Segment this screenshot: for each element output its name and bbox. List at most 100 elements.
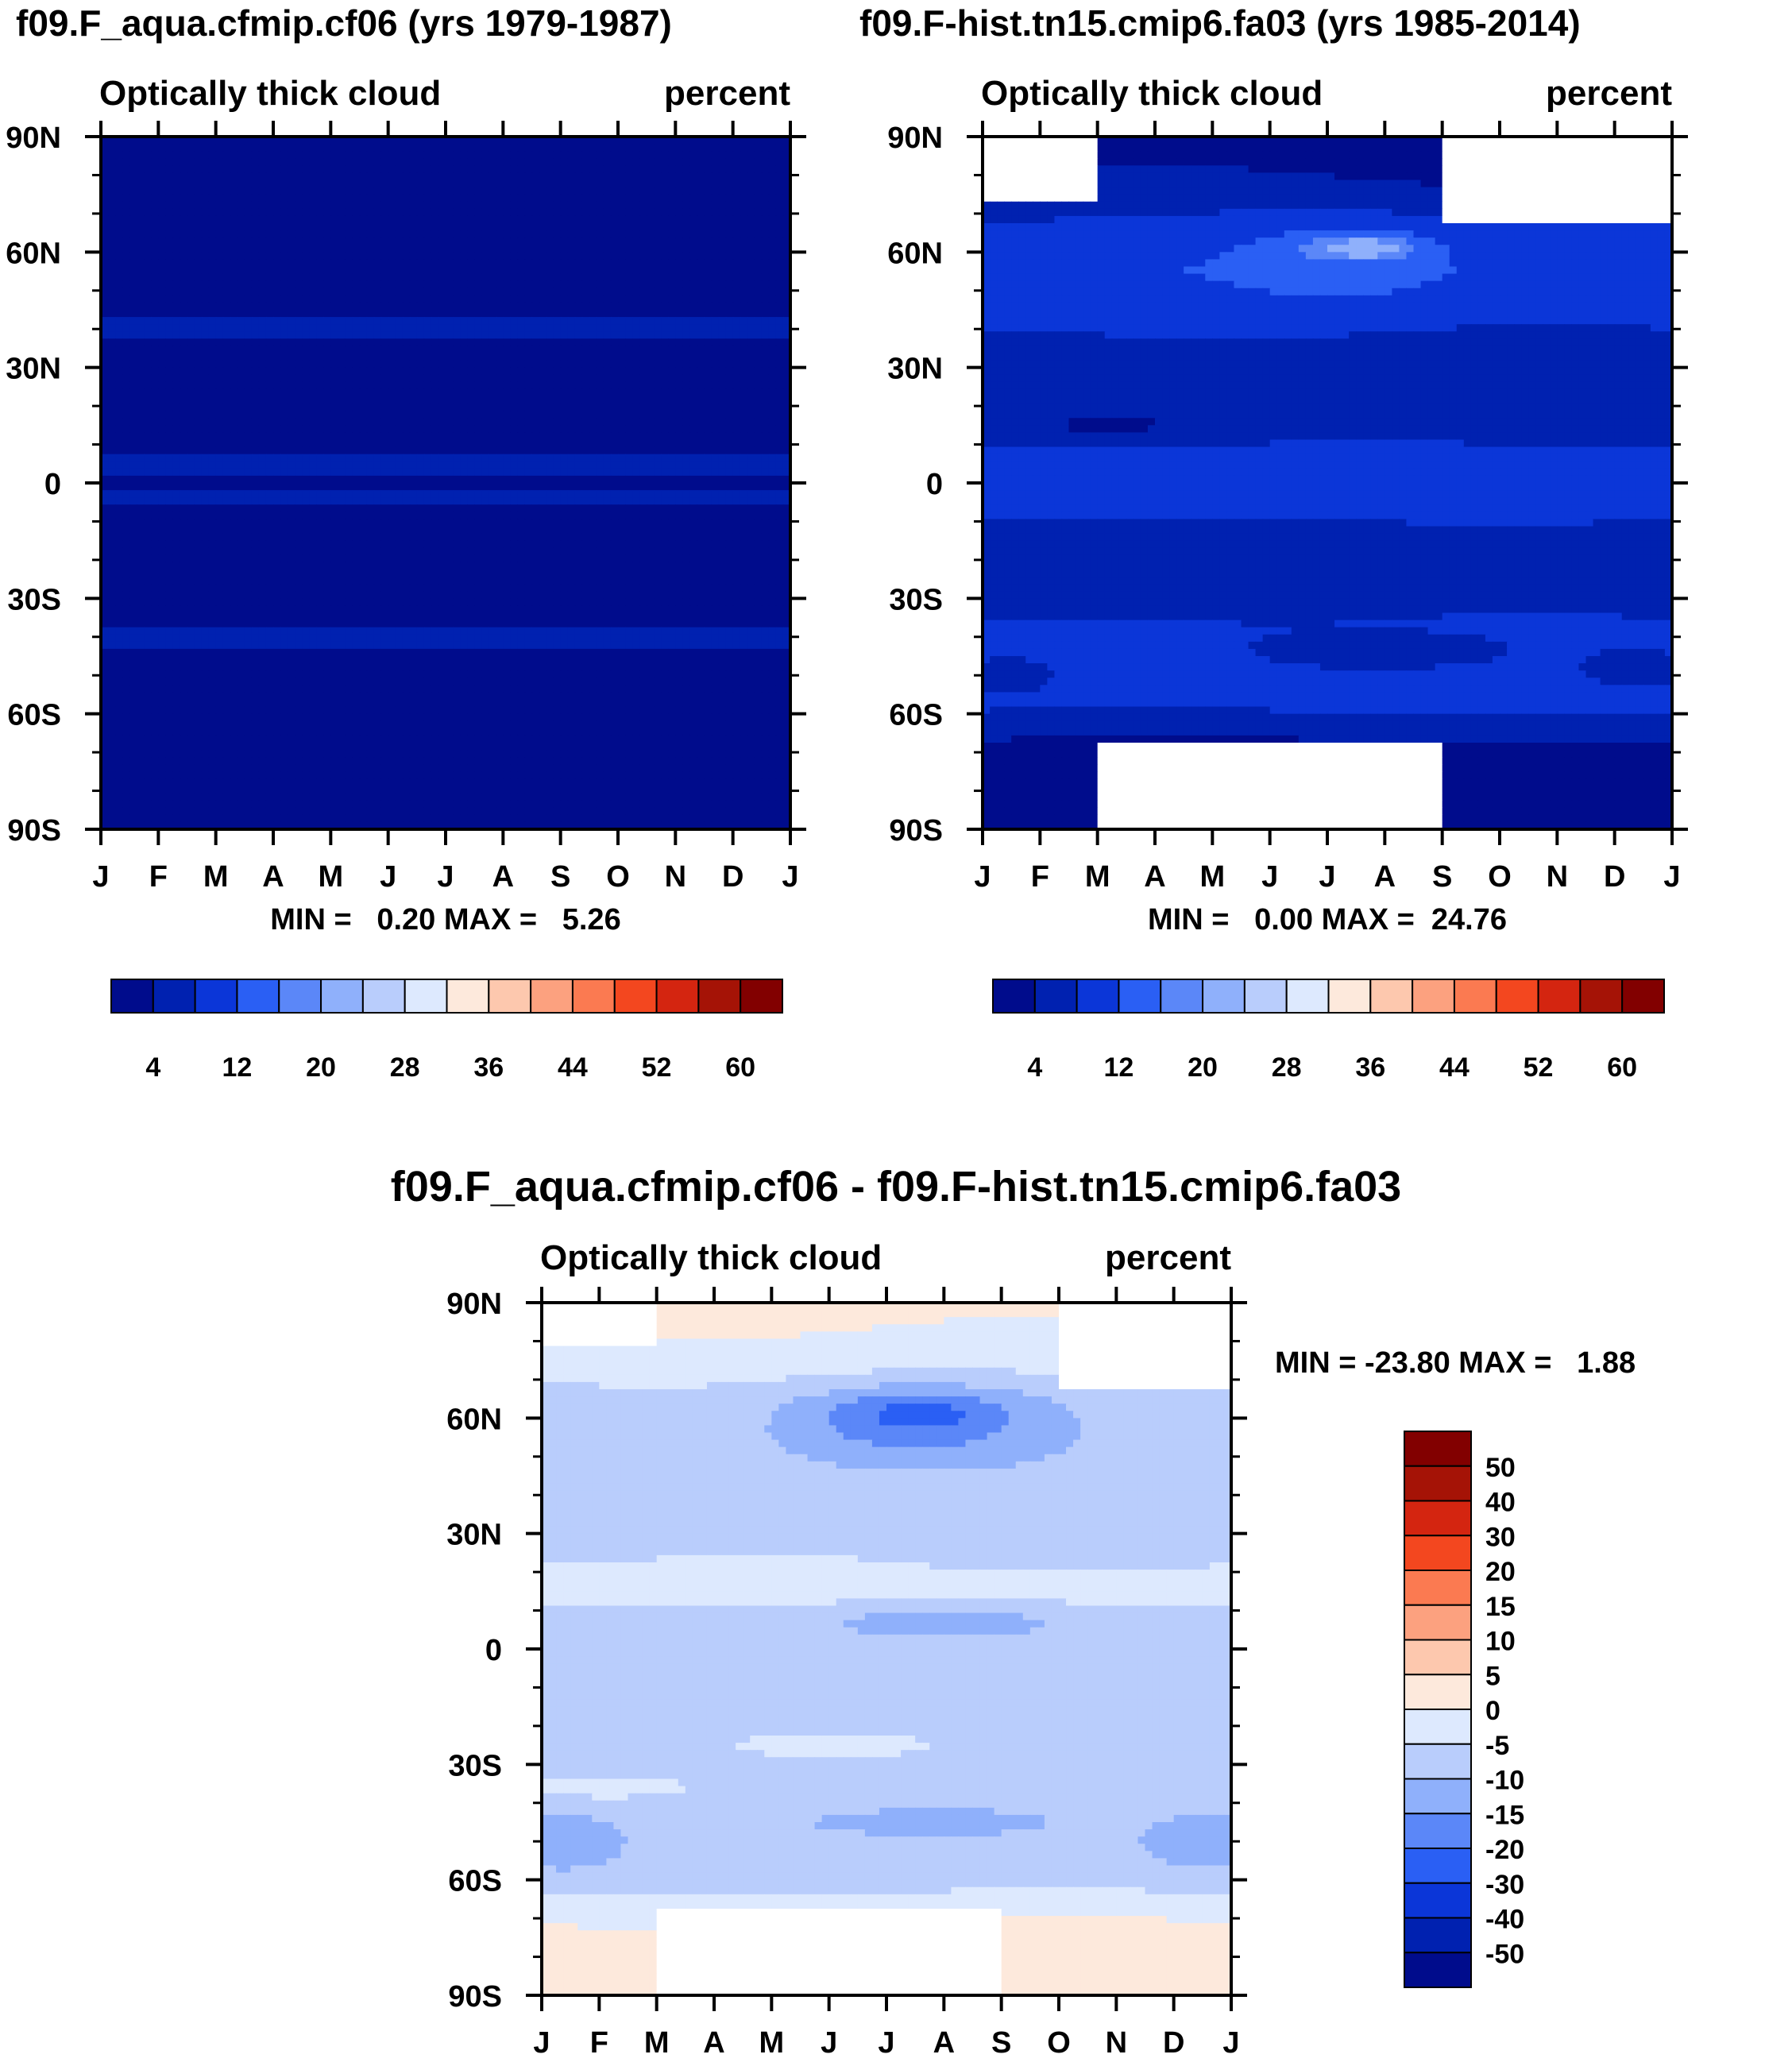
contour-cell — [265, 461, 274, 469]
contour-cell — [158, 475, 166, 484]
contour-cell — [574, 259, 583, 268]
contour-cell — [625, 302, 633, 311]
contour-cell — [101, 137, 109, 145]
contour-cell — [768, 432, 777, 441]
contour-cell — [603, 144, 612, 152]
contour-cell — [416, 165, 425, 174]
contour-cell — [596, 288, 604, 296]
contour-cell — [732, 432, 741, 441]
contour-cell — [244, 468, 253, 477]
contour-cell — [323, 208, 331, 217]
contour-cell — [589, 346, 597, 354]
contour-cell — [273, 411, 281, 419]
contour-cell — [747, 411, 755, 419]
contour-cell — [409, 201, 418, 210]
contour-cell — [718, 490, 727, 498]
contour-cell — [144, 381, 152, 390]
contour-cell — [172, 158, 181, 166]
contour-cell — [402, 367, 411, 376]
contour-cell — [581, 483, 590, 491]
contour-cell — [661, 446, 669, 455]
contour-cell — [208, 237, 217, 245]
contour-cell — [409, 259, 418, 268]
contour-cell — [603, 425, 612, 434]
contour-cell — [496, 490, 504, 498]
contour-cell — [208, 483, 217, 491]
contour-cell — [244, 504, 253, 512]
contour-cell — [782, 266, 791, 275]
contour-cell — [302, 259, 310, 268]
contour-cell — [460, 252, 468, 261]
contour-cell — [510, 223, 519, 231]
contour-cell — [151, 353, 159, 361]
contour-cell — [782, 252, 791, 261]
contour-cell — [704, 432, 713, 441]
contour-cell — [144, 194, 152, 203]
contour-cell — [265, 381, 274, 390]
contour-cell — [467, 374, 475, 383]
contour-cell — [158, 388, 166, 397]
contour-cell — [208, 151, 217, 159]
contour-cell — [180, 317, 188, 325]
contour-cell — [496, 388, 504, 397]
contour-cell — [187, 194, 195, 203]
contour-cell — [137, 194, 145, 203]
contour-cell — [402, 425, 411, 434]
contour-cell — [661, 331, 669, 339]
contour-cell — [761, 317, 770, 325]
contour-cell — [740, 310, 748, 318]
contour-cell — [460, 504, 468, 512]
contour-cell — [423, 432, 432, 441]
contour-cell — [446, 187, 454, 195]
contour-cell — [423, 338, 432, 347]
contour-cell — [409, 295, 418, 303]
contour-cell — [682, 331, 691, 339]
contour-cell — [309, 388, 317, 397]
contour-cell — [280, 151, 288, 159]
contour-cell — [280, 396, 288, 404]
contour-cell — [531, 151, 540, 159]
contour-cell — [567, 504, 576, 512]
contour-cell — [747, 310, 755, 318]
contour-cell — [668, 331, 676, 339]
contour-cell — [560, 324, 569, 332]
contour-cell — [237, 432, 245, 441]
contour-cell — [581, 425, 590, 434]
contour-cell — [330, 266, 338, 275]
contour-cell — [151, 172, 159, 181]
contour-cell — [402, 404, 411, 411]
contour-cell — [244, 180, 253, 188]
contour-cell — [129, 418, 137, 426]
contour-cell — [409, 432, 418, 441]
contour-cell — [165, 245, 174, 253]
contour-cell — [711, 504, 720, 512]
contour-cell — [553, 230, 562, 238]
contour-cell — [460, 230, 468, 238]
contour-cell — [129, 172, 137, 181]
contour-cell — [531, 245, 540, 253]
contour-cell — [718, 497, 727, 505]
contour-cell — [323, 367, 331, 376]
contour-cell — [639, 194, 647, 203]
contour-cell — [581, 310, 590, 318]
contour-cell — [625, 151, 633, 159]
contour-cell — [395, 504, 404, 512]
contour-cell — [373, 374, 382, 383]
contour-cell — [151, 411, 159, 419]
contour-cell — [517, 288, 526, 296]
contour-cell — [560, 223, 569, 231]
contour-cell — [201, 266, 210, 275]
contour-cell — [309, 223, 317, 231]
contour-cell — [258, 230, 267, 238]
contour-cell — [222, 338, 231, 347]
contour-cell — [647, 497, 655, 505]
contour-cell — [151, 374, 159, 383]
contour-cell — [108, 223, 116, 231]
contour-cell — [438, 331, 446, 339]
contour-cell — [237, 338, 245, 347]
contour-cell — [288, 425, 295, 434]
contour-cell — [409, 360, 418, 369]
contour-cell — [345, 374, 353, 383]
contour-cell — [546, 194, 554, 203]
contour-cell — [316, 302, 324, 311]
